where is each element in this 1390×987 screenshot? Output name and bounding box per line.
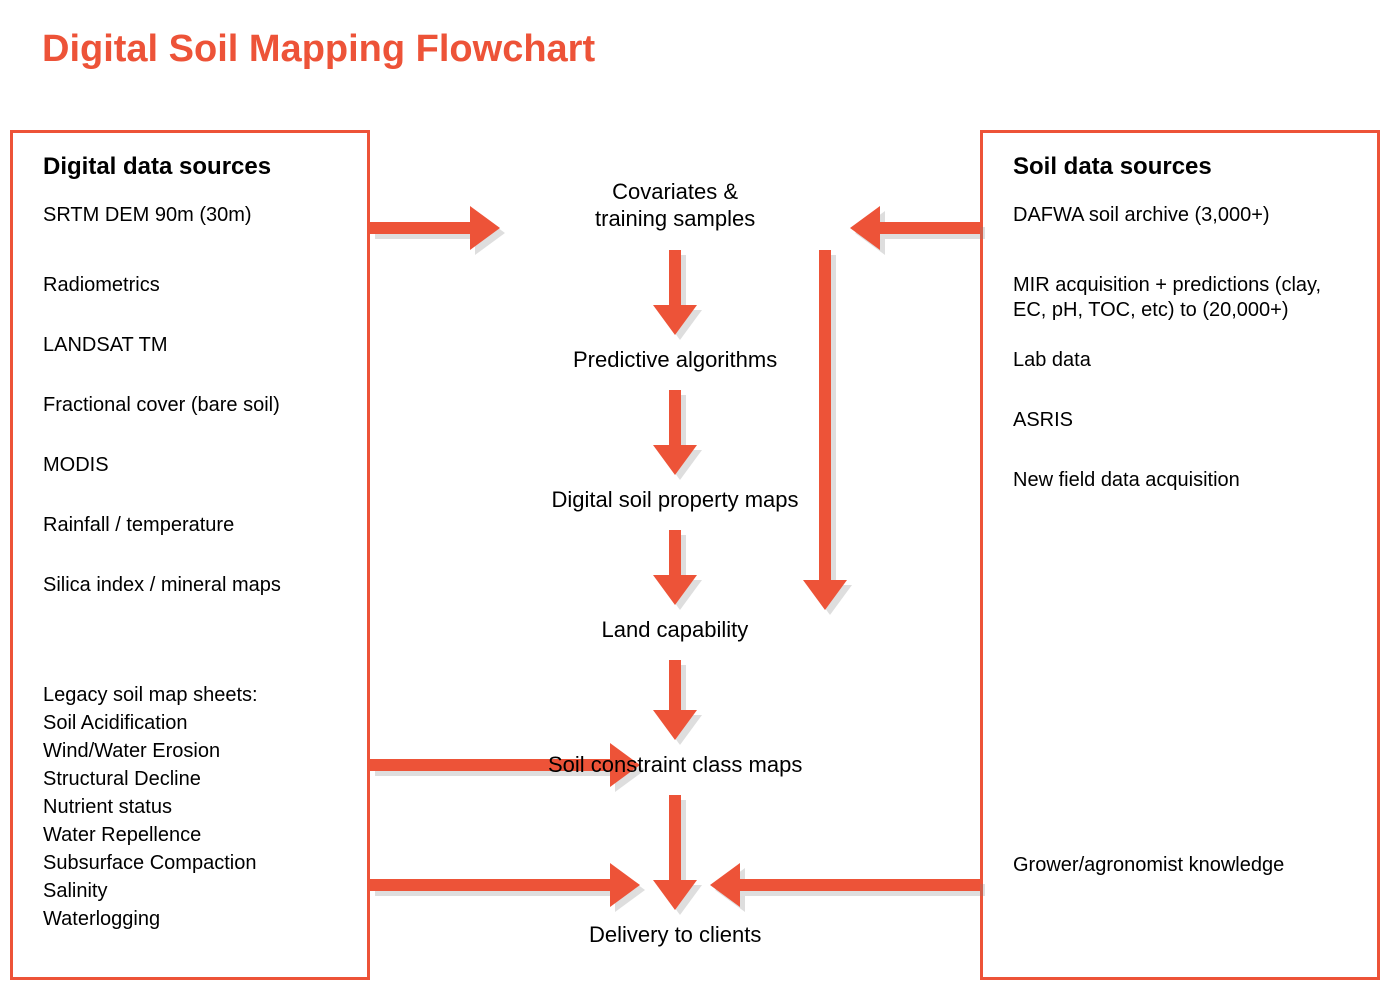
diagram-stage: Digital Soil Mapping Flowchart Digital d… bbox=[0, 0, 1390, 987]
arrow-right-long-down bbox=[803, 250, 852, 615]
panel-item: Lab data bbox=[1013, 348, 1091, 373]
panel-item: Wind/Water Erosion bbox=[43, 739, 220, 764]
panel-item: MIR acquisition + predictions (clay, EC,… bbox=[1013, 273, 1321, 323]
panel-item: Radiometrics bbox=[43, 273, 160, 298]
panel-title-soil-data-sources: Soil data sources bbox=[1013, 153, 1212, 181]
arrow-right-to-delivery bbox=[710, 863, 985, 912]
arrow-left-to-delivery bbox=[370, 863, 645, 912]
flow-node-delivery: Delivery to clients bbox=[589, 921, 761, 949]
panel-item: MODIS bbox=[43, 453, 109, 478]
panel-digital-data-sources: Digital data sources SRTM DEM 90m (30m) R… bbox=[10, 130, 370, 980]
arrow-maps-down bbox=[653, 530, 702, 610]
panel-item: Waterlogging bbox=[43, 907, 160, 932]
flow-node-land_cap: Land capability bbox=[602, 616, 749, 644]
panel-item: Soil Acidification bbox=[43, 711, 188, 736]
flow-node-algorithms: Predictive algorithms bbox=[573, 346, 777, 374]
arrow-covariates-down bbox=[653, 250, 702, 340]
panel-item: Subsurface Compaction bbox=[43, 851, 256, 876]
panel-item: Water Repellence bbox=[43, 823, 201, 848]
panel-item: LANDSAT TM bbox=[43, 333, 167, 358]
panel-item: Salinity bbox=[43, 879, 107, 904]
panel-title-digital-data-sources: Digital data sources bbox=[43, 153, 271, 181]
panel-item: Silica index / mineral maps bbox=[43, 573, 281, 598]
panel-item: DAFWA soil archive (3,000+) bbox=[1013, 203, 1270, 228]
panel-item: ASRIS bbox=[1013, 408, 1073, 433]
panel-item: Nutrient status bbox=[43, 795, 172, 820]
arrow-left-to-covariates bbox=[370, 206, 505, 255]
flow-node-constraint: Soil constraint class maps bbox=[548, 751, 802, 779]
panel-soil-data-sources: Soil data sources DAFWA soil archive (3,… bbox=[980, 130, 1380, 980]
arrow-right-to-covariates bbox=[850, 206, 985, 255]
panel-item: Fractional cover (bare soil) bbox=[43, 393, 280, 418]
panel-item: Legacy soil map sheets: bbox=[43, 683, 258, 708]
arrow-landcap-down bbox=[653, 660, 702, 745]
flow-node-maps: Digital soil property maps bbox=[552, 486, 799, 514]
flow-node-covariates: Covariates & training samples bbox=[595, 178, 755, 233]
arrow-constraint-down bbox=[653, 795, 702, 915]
panel-item: Grower/agronomist knowledge bbox=[1013, 853, 1284, 878]
panel-item: Structural Decline bbox=[43, 767, 201, 792]
arrow-algorithms-down bbox=[653, 390, 702, 480]
panel-item: New field data acquisition bbox=[1013, 468, 1240, 493]
panel-item: SRTM DEM 90m (30m) bbox=[43, 203, 252, 228]
page-title: Digital Soil Mapping Flowchart bbox=[42, 28, 595, 71]
panel-item: Rainfall / temperature bbox=[43, 513, 234, 538]
